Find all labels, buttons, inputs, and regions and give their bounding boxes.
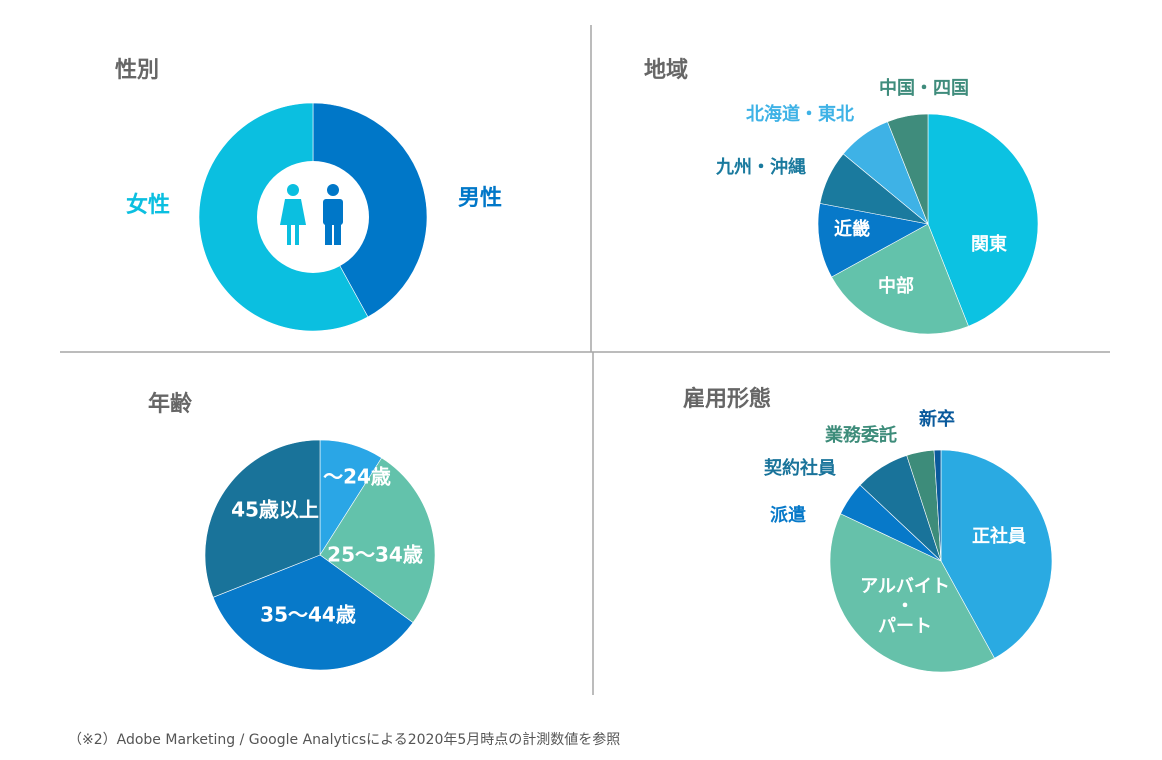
employment-slice-label-4: 業務委託 (824, 424, 897, 446)
footnote: （※2）Adobe Marketing / Google Analyticsによ… (68, 732, 621, 748)
employment-slice-1 (829, 513, 995, 673)
employment-pie-chart (829, 449, 1053, 673)
age-pie-chart (204, 439, 436, 671)
male-person-icon (323, 184, 343, 245)
region-pie-chart (817, 113, 1039, 335)
region-slice-label-0: 関東 (971, 233, 1007, 255)
region-slice-label-4: 北海道・東北 (746, 103, 854, 125)
age-slice-label-2: 35～44歳 (260, 603, 356, 627)
age-slice-1 (319, 457, 436, 624)
gender-slice-label-0: 男性 (458, 186, 502, 211)
region-slice-label-2: 近畿 (834, 218, 870, 240)
age-slice-label-1: 25～34歳 (327, 543, 423, 567)
gender-pie-chart (198, 102, 428, 332)
employment-slice-label-5: 新卒 (919, 408, 955, 430)
gender-donut-hole (257, 161, 369, 273)
female-person-icon (280, 184, 306, 245)
age-slice-2 (212, 554, 414, 671)
region-slice-0 (927, 113, 1039, 327)
gender-chart-title: 性別 (115, 58, 159, 83)
age-slice-label-3: 45歳以上 (231, 498, 319, 522)
region-slice-1 (831, 223, 969, 335)
region-slice-label-3: 九州・沖縄 (715, 156, 806, 178)
region-slice-label-5: 中国・四国 (879, 77, 969, 99)
age-slice-3 (204, 439, 321, 598)
gender-slice-label-1: 女性 (126, 192, 170, 218)
region-chart-title: 地域 (644, 57, 688, 83)
region-slice-label-1: 中部 (878, 275, 914, 297)
employment-slice-0 (940, 449, 1053, 659)
employment-slice-label-1: アルバイト・パート (860, 576, 950, 637)
employment-chart-title: 雇用形態 (683, 386, 771, 412)
age-slice-label-0: ～24歳 (323, 465, 391, 489)
employment-slice-label-2: 派遣 (770, 504, 806, 526)
employment-slice-label-3: 契約社員 (763, 457, 836, 479)
region-slice-2 (817, 203, 929, 278)
age-chart-title: 年齢 (148, 391, 193, 417)
employment-slice-label-0: 正社員 (972, 525, 1026, 547)
employment-slice-5 (933, 449, 942, 562)
region-slice-5 (887, 113, 929, 225)
